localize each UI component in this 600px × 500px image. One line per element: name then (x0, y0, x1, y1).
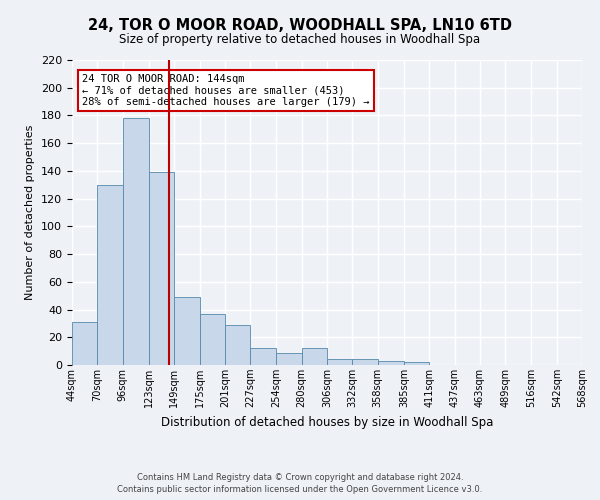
Bar (174, 297, 199, 365)
Bar (149, 172, 174, 365)
Bar (97, 185, 122, 365)
X-axis label: Distribution of detached houses by size in Woodhall Spa: Distribution of detached houses by size … (161, 416, 493, 428)
Bar (250, 348, 277, 365)
Text: Size of property relative to detached houses in Woodhall Spa: Size of property relative to detached ho… (119, 32, 481, 46)
Bar (72, 322, 97, 365)
Bar (302, 348, 327, 365)
Bar (122, 118, 149, 365)
Bar (352, 360, 377, 365)
Bar (327, 360, 352, 365)
Bar (277, 352, 302, 365)
Bar (199, 314, 225, 365)
Bar (404, 362, 429, 365)
Text: Contains HM Land Registry data © Crown copyright and database right 2024.
Contai: Contains HM Land Registry data © Crown c… (118, 472, 482, 494)
Y-axis label: Number of detached properties: Number of detached properties (25, 125, 35, 300)
Bar (377, 361, 404, 365)
Text: 24, TOR O MOOR ROAD, WOODHALL SPA, LN10 6TD: 24, TOR O MOOR ROAD, WOODHALL SPA, LN10 … (88, 18, 512, 32)
Text: 24 TOR O MOOR ROAD: 144sqm
← 71% of detached houses are smaller (453)
28% of sem: 24 TOR O MOOR ROAD: 144sqm ← 71% of deta… (82, 74, 370, 107)
Bar (225, 325, 250, 365)
